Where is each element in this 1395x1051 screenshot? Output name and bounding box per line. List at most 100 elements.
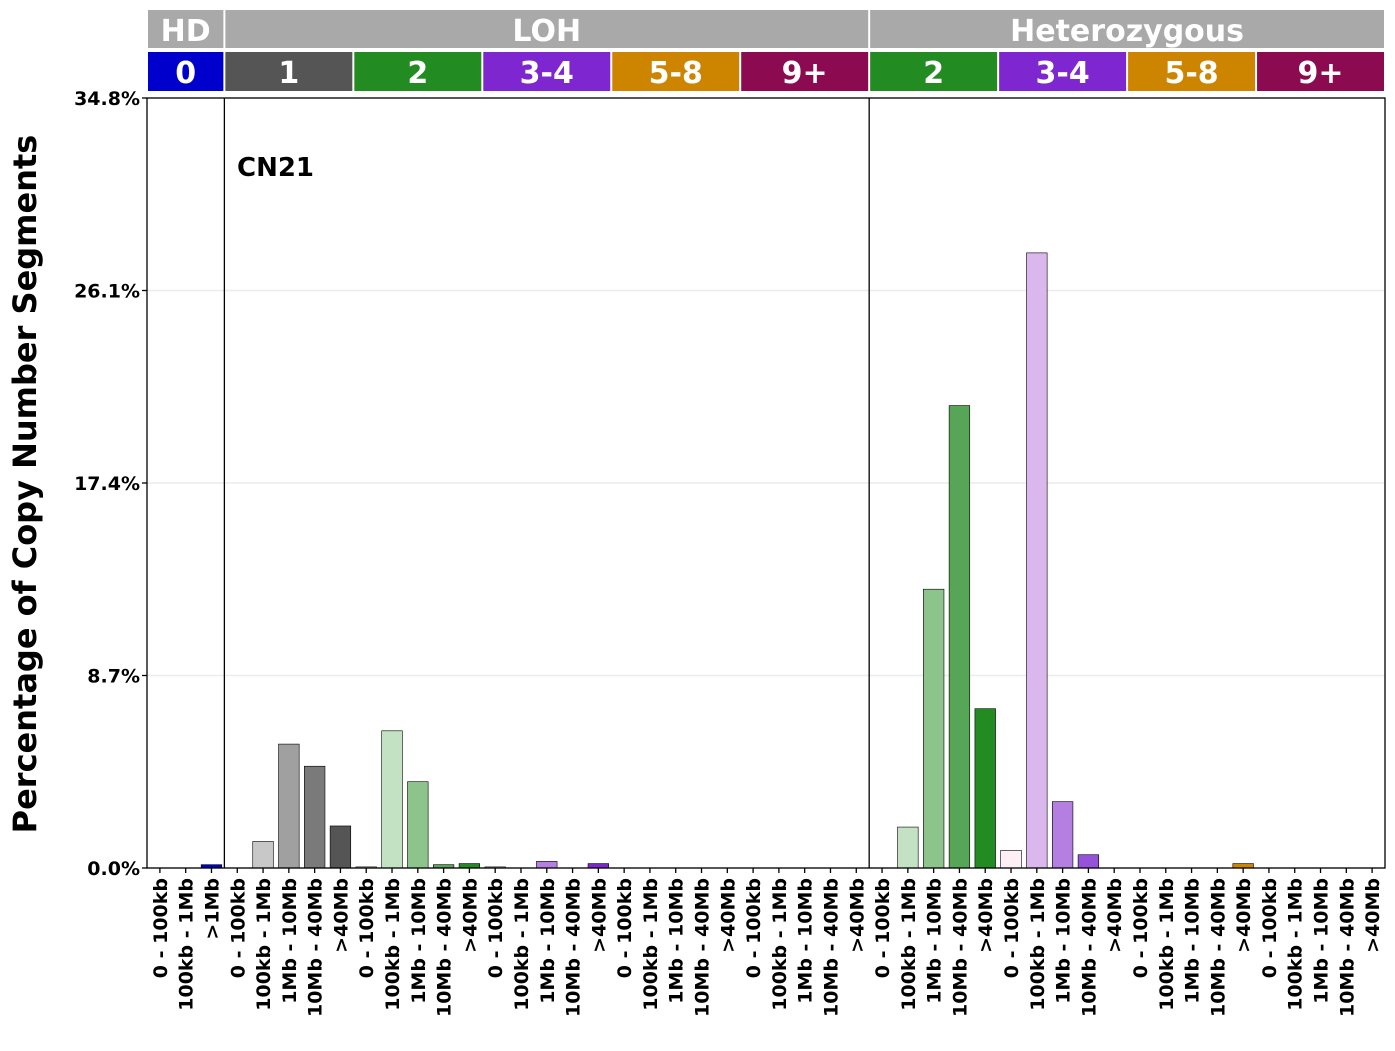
x-tick-label: 10Mb - 40Mb [820, 878, 842, 1017]
x-tick-label: 10Mb - 40Mb [563, 878, 585, 1017]
x-tick-label: 100kb - 1Mb [769, 878, 791, 1011]
x-tick-label: 100kb - 1Mb [640, 878, 662, 1011]
group-strip [225, 10, 869, 48]
x-tick-label: >1Mb [201, 878, 223, 940]
subgroup-strip [354, 52, 482, 91]
x-tick-label: 100kb - 1Mb [176, 878, 198, 1011]
gridlines [147, 97, 1385, 869]
x-tick-label: 100kb - 1Mb [511, 878, 533, 1011]
x-tick-label: 10Mb - 40Mb [434, 878, 456, 1017]
bar [536, 861, 558, 869]
subgroup-strip-label: 2 [407, 56, 428, 91]
x-tick-label: 0 - 100kb [1130, 878, 1152, 978]
strip-headers: HD LOH Heterozygous 0 1 2 3-4 5-8 9+ 2 3-4 5-8 9+ [148, 10, 1384, 91]
bar [1077, 854, 1100, 869]
x-tick-label: 0 - 100kb [743, 878, 765, 978]
x-tick-label: 10Mb - 40Mb [305, 878, 327, 1017]
x-tick-label: 100kb - 1Mb [382, 878, 404, 1011]
bar [1051, 801, 1074, 869]
x-tick-label: 10Mb - 40Mb [1336, 878, 1358, 1017]
bar [304, 765, 326, 869]
y-tick-label: 8.7% [87, 666, 140, 688]
x-tick-label: 10Mb - 40Mb [1207, 878, 1229, 1017]
subgroup-strip-label: 2 [923, 56, 944, 91]
annotation-label: CN21 [237, 153, 314, 183]
bar [1232, 863, 1254, 869]
subgroup-strip-label: 3-4 [1036, 56, 1090, 91]
x-tick-label: >40Mb [588, 878, 610, 953]
subgroup-strip [612, 52, 740, 91]
bar [252, 841, 274, 869]
x-tick-label: >40Mb [717, 878, 739, 953]
bar [381, 730, 403, 869]
group-strip-label: Heterozygous [1010, 14, 1244, 49]
bar [974, 708, 996, 869]
x-tick-label: 10Mb - 40Mb [692, 878, 714, 1017]
group-strip-label: HD [161, 14, 211, 49]
bar [948, 405, 971, 869]
bar [407, 781, 429, 869]
x-tick-label: 1Mb - 10Mb [1053, 878, 1075, 1004]
y-tick-label: 34.8% [74, 88, 140, 110]
x-tick-label: >40Mb [1233, 878, 1255, 953]
bar [329, 825, 352, 869]
x-tick-label: 1Mb - 10Mb [666, 878, 688, 1004]
x-tick-label: 1Mb - 10Mb [795, 878, 817, 1004]
x-tick-label: 0 - 100kb [227, 878, 249, 978]
x-tick-label: 100kb - 1Mb [1285, 878, 1307, 1011]
x-tick-label: 100kb - 1Mb [253, 878, 275, 1011]
x-tick-label: >40Mb [1362, 878, 1384, 953]
subgroup-strip-label: 5-8 [1164, 56, 1218, 91]
x-tick-label: 100kb - 1Mb [1156, 878, 1178, 1011]
y-axis: 0.0% 8.7% 17.4% 26.1% 34.8% [74, 88, 147, 880]
x-tick-label: 0 - 100kb [485, 878, 507, 978]
x-tick-label: >40Mb [1104, 878, 1126, 953]
x-tick-label: >40Mb [330, 878, 352, 953]
subgroup-strip-label: 5-8 [649, 56, 703, 91]
x-tick-label: 1Mb - 10Mb [279, 878, 301, 1004]
x-tick-label: >40Mb [975, 878, 997, 953]
subgroup-strip [148, 52, 224, 91]
x-axis: 0 - 100kb 100kb - 1Mb >1Mb 0 - 100kb 100kb -… [150, 868, 1384, 1017]
bars [200, 252, 1254, 869]
subgroup-strip [1128, 52, 1256, 91]
subgroup-strip-label: 9+ [782, 56, 828, 91]
x-tick-label: 0 - 100kb [614, 878, 636, 978]
bar [1000, 849, 1022, 869]
x-tick-label: 0 - 100kb [1259, 878, 1281, 978]
bar [458, 863, 481, 869]
x-tick-label: >40Mb [846, 878, 868, 953]
x-tick-label: 0 - 100kb [356, 878, 378, 978]
group-strip [148, 10, 224, 48]
subgroup-strip [483, 52, 611, 91]
x-tick-label: 0 - 100kb [1001, 878, 1023, 978]
x-tick-label: 1Mb - 10Mb [1311, 878, 1333, 1004]
subgroup-strip-label: 9+ [1298, 56, 1344, 91]
subgroup-strip [741, 52, 869, 91]
subgroup-strip-label: 3-4 [520, 56, 574, 91]
bar [587, 863, 609, 869]
x-tick-label: 100kb - 1Mb [898, 878, 920, 1011]
bar [923, 588, 945, 869]
subgroup-strip [1257, 52, 1384, 91]
x-tick-label: >40Mb [459, 878, 481, 953]
subgroup-strip-label: 1 [278, 56, 299, 91]
x-tick-label: 0 - 100kb [150, 878, 172, 978]
y-tick-label: 26.1% [74, 281, 140, 303]
subgroup-strip-label: 0 [175, 56, 196, 91]
group-strip-label: LOH [512, 14, 581, 49]
x-tick-label: 1Mb - 10Mb [924, 878, 946, 1004]
x-tick-label: 1Mb - 10Mb [537, 878, 559, 1004]
bar [897, 826, 919, 869]
x-tick-label: 1Mb - 10Mb [1182, 878, 1204, 1004]
y-axis-label: Percentage of Copy Number Segments [6, 135, 44, 834]
bar [278, 743, 300, 869]
y-tick-label: 17.4% [74, 473, 140, 495]
y-tick-label: 0.0% [87, 858, 140, 880]
bar [1026, 252, 1048, 869]
subgroup-strip [870, 52, 998, 91]
x-tick-label: 0 - 100kb [872, 878, 894, 978]
x-tick-label: 100kb - 1Mb [1027, 878, 1049, 1011]
x-tick-label: 1Mb - 10Mb [408, 878, 430, 1004]
